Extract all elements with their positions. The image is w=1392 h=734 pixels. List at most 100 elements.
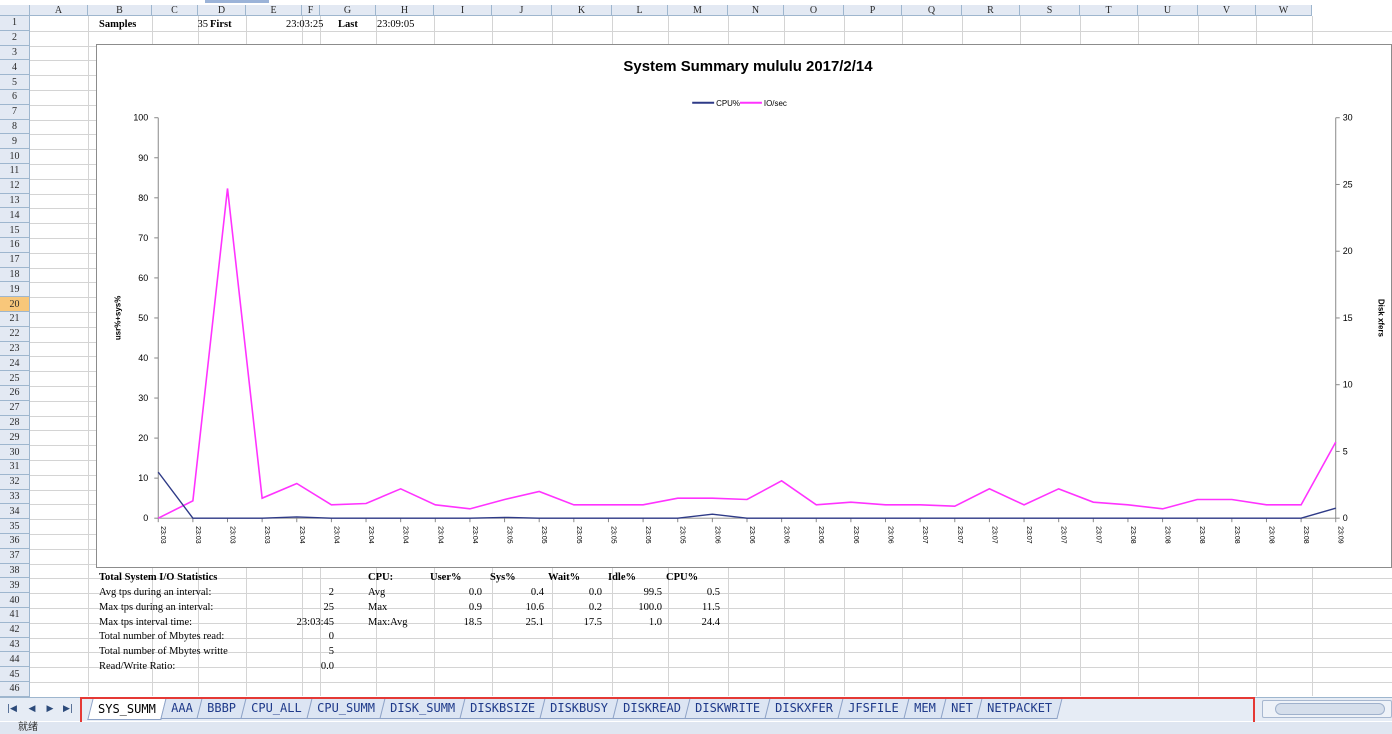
row-header[interactable]: 8 (0, 119, 30, 135)
column-header[interactable]: O (784, 5, 844, 16)
row-header[interactable]: 21 (0, 312, 30, 327)
row-header[interactable]: 39 (0, 578, 30, 594)
row-header[interactable]: 5 (0, 75, 30, 90)
row-header[interactable]: 45 (0, 667, 30, 682)
sheet-tab-disk-summ[interactable]: DISK_SUMM (379, 698, 466, 719)
column-header[interactable]: D (198, 5, 246, 16)
row-header[interactable]: 30 (0, 445, 30, 460)
ribbon-edge (0, 0, 1392, 5)
sheet-tab-diskbusy[interactable]: DISKBUSY (539, 698, 619, 719)
row-header[interactable]: 13 (0, 193, 30, 209)
column-header[interactable]: L (612, 5, 668, 16)
row-header[interactable]: 36 (0, 534, 30, 549)
row-header[interactable]: 31 (0, 460, 30, 475)
column-header[interactable]: J (492, 5, 552, 16)
column-header[interactable]: B (88, 5, 152, 16)
column-header[interactable]: M (668, 5, 728, 16)
last-sheet-button[interactable]: ▶| (63, 704, 73, 714)
row-header[interactable]: 35 (0, 519, 30, 534)
row-header[interactable]: 42 (0, 622, 30, 638)
io-stat-value: 2 (328, 587, 334, 598)
row-header[interactable]: 12 (0, 178, 30, 194)
column-header[interactable]: R (962, 5, 1020, 16)
row-header[interactable]: 20 (0, 297, 30, 312)
row-header[interactable]: 11 (0, 164, 30, 179)
sheet-tab-jfsfile[interactable]: JFSFILE (837, 698, 910, 719)
row-header[interactable]: 1 (0, 16, 30, 31)
row-header[interactable]: 38 (0, 563, 30, 579)
row-header[interactable]: 17 (0, 252, 30, 268)
column-header[interactable]: H (376, 5, 434, 16)
row-header[interactable]: 24 (0, 356, 30, 372)
row-header[interactable]: 9 (0, 134, 30, 150)
column-header[interactable]: A (30, 5, 88, 16)
row-header[interactable]: 4 (0, 60, 30, 76)
column-header[interactable]: S (1020, 5, 1080, 16)
row-header[interactable]: 27 (0, 400, 30, 416)
row-header[interactable]: 40 (0, 593, 30, 608)
row-header[interactable]: 41 (0, 608, 30, 623)
sheet-tab-mem[interactable]: MEM (903, 698, 947, 719)
row-header[interactable]: 16 (0, 238, 30, 253)
row-header[interactable]: 28 (0, 415, 30, 431)
row-header[interactable]: 19 (0, 282, 30, 298)
column-header[interactable]: F (302, 5, 320, 16)
row-header[interactable]: 6 (0, 90, 30, 105)
row-header[interactable]: 10 (0, 149, 30, 164)
sheet-tab-diskread[interactable]: DISKREAD (612, 698, 692, 719)
grid-row-line (30, 593, 1392, 595)
right-axis-tick-label: 20 (1343, 246, 1353, 256)
row-header[interactable]: 23 (0, 341, 30, 357)
column-header[interactable]: K (552, 5, 612, 16)
cpu-table-cell: 18.5 (463, 616, 482, 628)
sheet-tab-netpacket[interactable]: NETPACKET (976, 698, 1063, 719)
column-header[interactable]: Q (902, 5, 962, 16)
first-sheet-button[interactable]: |◀ (7, 704, 17, 714)
next-sheet-icon[interactable]: ▶ (46, 704, 54, 714)
row-header[interactable]: 37 (0, 548, 30, 564)
cpu-row-label: Avg (368, 587, 386, 598)
row-header[interactable]: 33 (0, 489, 30, 505)
row-header[interactable]: 18 (0, 267, 30, 283)
row-header[interactable]: 3 (0, 45, 30, 61)
row-header[interactable]: 7 (0, 104, 30, 120)
row-header[interactable]: 44 (0, 652, 30, 668)
row-header[interactable]: 14 (0, 208, 30, 224)
sheet-tab-diskbsize[interactable]: DISKBSIZE (459, 698, 546, 719)
row-header[interactable]: 22 (0, 326, 30, 342)
select-all-corner[interactable] (0, 5, 30, 16)
column-header[interactable]: E (246, 5, 302, 16)
horizontal-scrollbar[interactable] (1262, 700, 1392, 718)
column-header[interactable]: V (1198, 5, 1256, 16)
row-header[interactable]: 15 (0, 223, 30, 238)
sheet-tab-cpu-summ[interactable]: CPU_SUMM (306, 698, 386, 719)
row-header[interactable]: 25 (0, 371, 30, 386)
row-header[interactable]: 29 (0, 430, 30, 446)
sheet-tab-bbbp[interactable]: BBBP (196, 698, 248, 719)
row-header[interactable]: 32 (0, 474, 30, 490)
row-header[interactable]: 34 (0, 504, 30, 520)
column-header[interactable]: P (844, 5, 902, 16)
io-stat-label: Total number of Mbytes read: (99, 631, 225, 643)
row-header[interactable]: 46 (0, 682, 30, 697)
io-stat-value: 23:03:45 (296, 616, 334, 628)
sheet-tab-diskwrite[interactable]: DISKWRITE (684, 698, 772, 719)
row-header[interactable]: 26 (0, 386, 30, 401)
column-header[interactable]: W (1256, 5, 1312, 16)
column-header[interactable]: T (1080, 5, 1138, 16)
sheet-tab-sys-summ[interactable]: SYS_SUMM (87, 698, 167, 720)
grid-row-line (30, 30, 1392, 32)
column-header[interactable]: G (320, 5, 376, 16)
sheet-tab-cpu-all[interactable]: CPU_ALL (240, 698, 313, 719)
prev-sheet-icon[interactable]: ◀ (28, 704, 36, 714)
column-header[interactable]: I (434, 5, 492, 16)
column-header[interactable]: N (728, 5, 784, 16)
sheet-tab-diskxfer[interactable]: DISKXFER (764, 698, 844, 719)
row-header[interactable]: 2 (0, 30, 30, 46)
scrollbar-thumb[interactable] (1275, 703, 1385, 715)
column-header[interactable]: C (152, 5, 198, 16)
grid-row-line (30, 652, 1392, 654)
row-header[interactable]: 43 (0, 637, 30, 653)
system-summary-chart[interactable]: System Summary mululu 2017/2/14 CPU% IO/… (96, 44, 1392, 568)
column-header[interactable]: U (1138, 5, 1198, 16)
